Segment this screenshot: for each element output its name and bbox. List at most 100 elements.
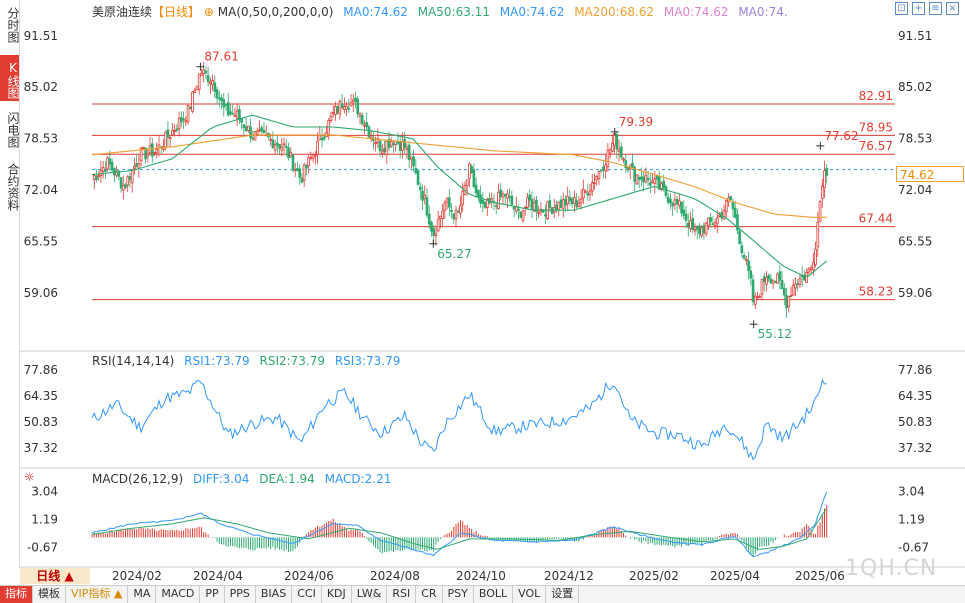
indicator-tab[interactable]: VIP指标 ▲	[66, 586, 129, 603]
candle-body	[805, 272, 808, 283]
candle-body	[403, 138, 406, 148]
candle-body	[347, 107, 351, 110]
rsi-tick-label: 50.83	[24, 415, 58, 429]
candle-body	[483, 201, 487, 208]
candle-body	[104, 170, 107, 172]
candle-body	[150, 143, 154, 157]
indicator-tab[interactable]: BIAS	[256, 586, 293, 603]
candle-body	[365, 122, 369, 127]
candle-body	[485, 199, 489, 208]
macd-diff-line	[91, 491, 828, 557]
view-sidebar: 分时图 K线图 闪电图 合约资料	[0, 0, 20, 568]
candle-body	[700, 227, 704, 237]
indicator-tab[interactable]: MA	[128, 586, 157, 603]
candle-body	[753, 295, 757, 305]
candle-body	[351, 99, 355, 103]
candle-body	[695, 227, 699, 230]
indicator-tab[interactable]: VOL	[513, 586, 547, 603]
candle-body	[334, 106, 337, 115]
candle-body	[597, 170, 601, 179]
add-indicator-icon[interactable]: ⊕	[203, 5, 214, 19]
settings-icon[interactable]: ≡	[929, 2, 942, 15]
indicator-tab[interactable]: RSI	[387, 586, 417, 603]
candle-body	[506, 193, 509, 199]
candle-body	[447, 197, 451, 208]
candle-body	[780, 280, 784, 290]
candle-body	[608, 149, 612, 154]
candle-body	[128, 176, 132, 181]
candle-body	[590, 182, 594, 192]
indicator-tab[interactable]: CCI	[292, 586, 322, 603]
candle-body	[823, 170, 826, 189]
indicator-settings-icon[interactable]: ☼	[24, 470, 35, 484]
candle-body	[675, 198, 679, 205]
candle-body	[101, 167, 105, 172]
close-icon[interactable]: ×	[946, 2, 959, 15]
candle-body	[651, 180, 654, 183]
rsi-definition[interactable]: RSI(14,14,14)	[92, 354, 175, 368]
candle-body	[302, 164, 306, 181]
kline-chart[interactable]: 82.91 78.95 76.57 67.44 58.23 91.51 85.02 78.53…	[20, 0, 965, 568]
indicator-tab[interactable]: MACD	[156, 586, 201, 603]
candle-body	[166, 129, 170, 138]
indicator-tab[interactable]: 设置	[546, 586, 580, 603]
candle-body	[193, 90, 197, 93]
candle-body	[724, 200, 728, 213]
indicator-tab[interactable]: PP	[200, 586, 225, 603]
indicator-tab[interactable]: KDJ	[322, 586, 352, 603]
candle-body	[231, 112, 235, 115]
candle-body	[611, 142, 614, 152]
macd-legend: MACD(26,12,9) DIFF:3.04 DEA:1.94 MACD:2.…	[92, 472, 397, 486]
rsi-tick-label: 77.86	[24, 363, 58, 377]
candle-body	[175, 128, 179, 131]
indicator-tab[interactable]: 指标	[0, 586, 33, 603]
y-tick-label: 78.53	[24, 132, 58, 146]
indicator-tab[interactable]: 模板	[33, 586, 66, 603]
period-selector-button[interactable]: 日线 ▲	[20, 568, 90, 584]
candle-body	[544, 214, 547, 217]
ma-definition[interactable]: MA(0,50,0,200,0,0)	[217, 5, 334, 19]
indicator-tab[interactable]: LW&	[352, 586, 388, 603]
legend-macd-value: MACD:2.21	[324, 472, 392, 486]
candle-body	[296, 168, 299, 172]
candle-body	[345, 105, 348, 110]
candle-body	[454, 210, 458, 220]
candle-body	[573, 197, 576, 204]
candle-body	[436, 219, 440, 232]
extreme-label: 77.62	[824, 129, 858, 143]
candle-body	[738, 230, 741, 245]
candle-body	[655, 175, 659, 180]
candle-body	[427, 213, 431, 225]
candle-body	[284, 145, 288, 148]
expand-icon[interactable]: ⊡	[895, 2, 908, 15]
add-icon[interactable]: +	[912, 2, 925, 15]
y-tick-label: 59.06	[898, 286, 932, 300]
indicator-tab[interactable]: CR	[416, 586, 443, 603]
candle-body	[715, 217, 719, 225]
candle-body	[206, 75, 210, 83]
tab-flash-chart[interactable]: 闪电图	[6, 111, 20, 148]
candle-body	[765, 277, 768, 285]
tab-contract-info[interactable]: 合约资料	[6, 162, 20, 211]
indicator-tab[interactable]: PPS	[225, 586, 256, 603]
candle-body	[343, 106, 346, 110]
candle-body	[791, 284, 795, 296]
macd-definition[interactable]: MACD(26,12,9)	[92, 472, 184, 486]
candle-body	[367, 126, 371, 138]
indicator-tab[interactable]: BOLL	[474, 586, 514, 603]
extreme-label: 65.27	[437, 247, 471, 261]
tab-kline-chart[interactable]: K线图	[0, 55, 20, 101]
candle-body	[385, 140, 389, 156]
candle-body	[774, 281, 777, 283]
candle-body	[559, 199, 563, 209]
candle-body	[807, 268, 811, 273]
candle-body	[758, 295, 762, 298]
candle-body	[479, 194, 482, 204]
candle-body	[745, 258, 748, 261]
rsi-tick-label: 37.32	[24, 441, 58, 455]
indicator-tab[interactable]: PSY	[443, 586, 474, 603]
tab-intraday-chart[interactable]: 分时图	[6, 6, 20, 43]
candle-body	[798, 278, 802, 286]
candle-body	[468, 163, 471, 179]
candle-body	[588, 190, 592, 196]
